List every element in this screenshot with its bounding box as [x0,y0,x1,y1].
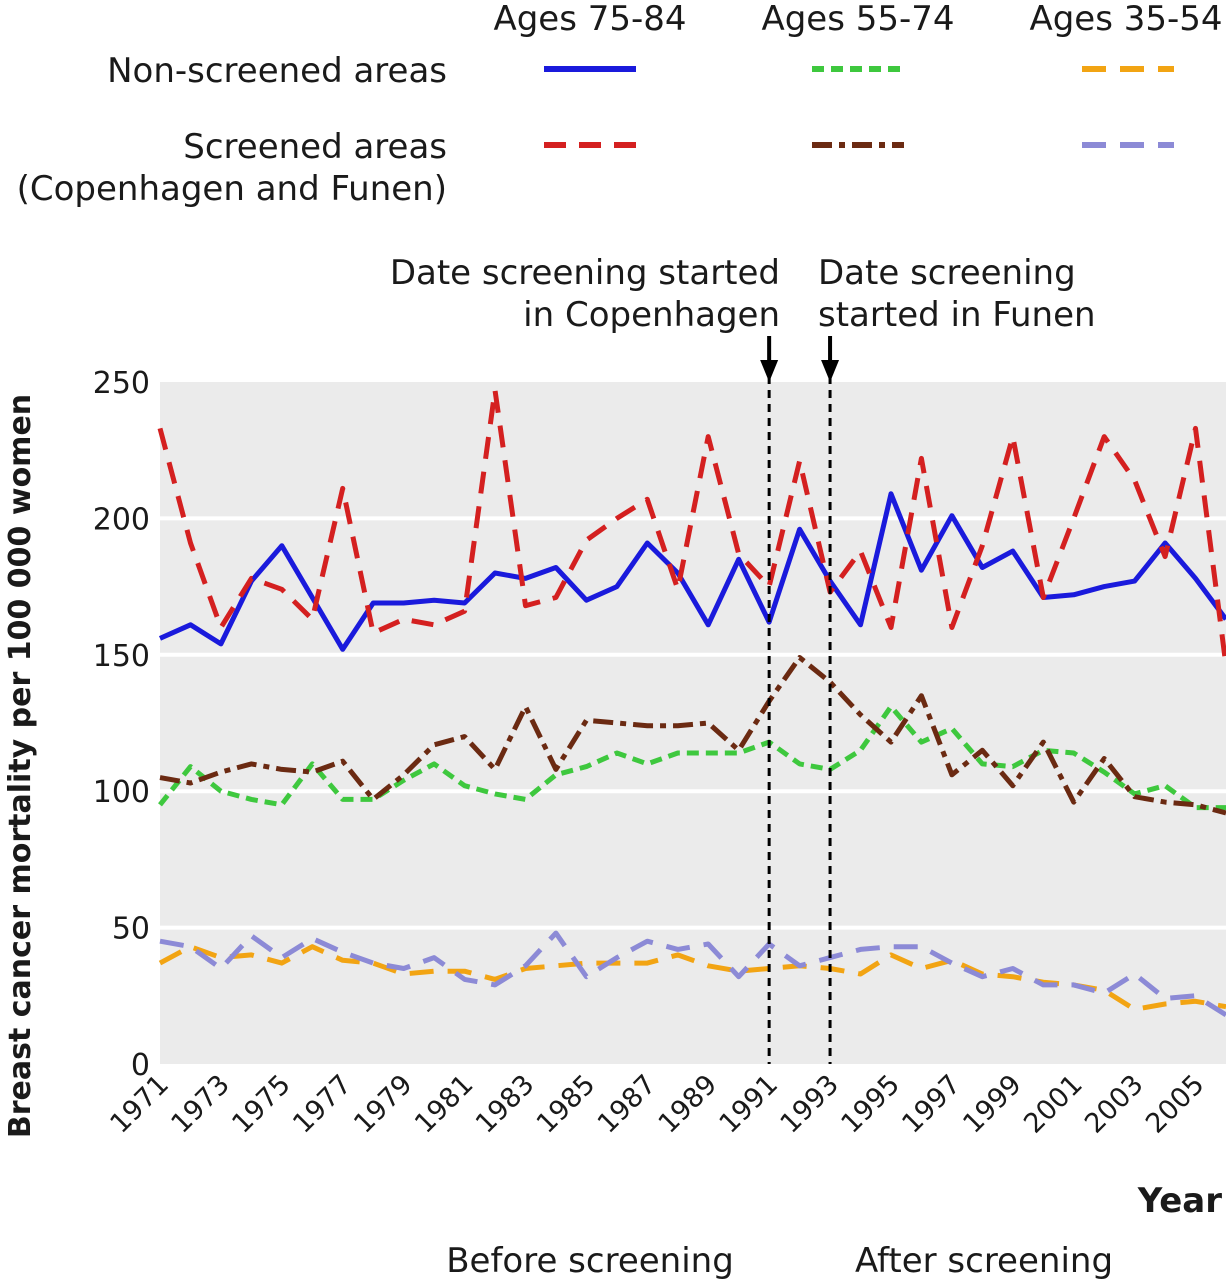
x-tick-label-1981: 1981 [409,1069,480,1140]
x-tick-label-1973: 1973 [165,1069,236,1140]
legend-col-header-75-84: Ages 75-84 [493,0,686,39]
after-screening-label: After screening [855,1241,1113,1280]
x-tick-label-1987: 1987 [592,1069,663,1140]
annotations: Date screening started in Copenhagen Dat… [390,253,1096,335]
plot-area [157,376,1226,1064]
plot-background [160,382,1226,1064]
legend-row-non-screened: Non-screened areas [107,51,447,91]
x-axis-label: Year [1137,1181,1223,1221]
legend-row-screened-sub: (Copenhagen and Funen) [17,169,447,209]
y-tick-label-250: 250 [93,366,150,401]
y-tick-label-100: 100 [93,775,150,810]
y-tick-label-150: 150 [93,639,150,674]
legend: Ages 75-84 Ages 55-74 Ages 35-54 Non-scr… [17,0,1223,209]
annotation-copenhagen-line2: in Copenhagen [523,295,780,335]
x-tick-label-1977: 1977 [287,1069,358,1140]
x-tick-label-1997: 1997 [896,1069,967,1140]
series-line-0 [158,491,1226,652]
y-tick-label-200: 200 [93,502,150,537]
x-tick-label-1983: 1983 [470,1069,541,1140]
x-tick-label-2005: 2005 [1140,1069,1211,1140]
gridlines [160,516,1226,930]
x-tick-label-1989: 1989 [653,1069,724,1140]
arrow-head-1991 [760,360,779,382]
series-lines [157,387,1226,1018]
x-tick-label-2003: 2003 [1079,1069,1150,1140]
x-tick-label-1985: 1985 [531,1069,602,1140]
annotation-funen-line1: Date screening [818,253,1076,293]
y-tick-label-50: 50 [112,912,150,947]
annotation-funen-line2: started in Funen [818,295,1096,335]
y-axis-ticks: 0 50 100 150 200 250 [93,366,150,1083]
legend-col-header-35-54: Ages 35-54 [1029,0,1222,39]
series-line-3 [159,655,1226,816]
x-tick-label-1993: 1993 [774,1069,845,1140]
x-tick-label-1999: 1999 [957,1069,1028,1140]
arrow-head-1993 [821,360,840,382]
x-tick-label-1979: 1979 [348,1069,419,1140]
series-line-5 [159,930,1226,1018]
legend-row-screened: Screened areas [183,127,447,167]
y-axis-label: Breast cancer mortality per 100 000 wome… [3,394,38,1138]
screening-markers [767,376,832,1064]
legend-col-header-55-74: Ages 55-74 [761,0,954,39]
annotation-copenhagen-line1: Date screening started [390,253,780,293]
x-tick-label-1995: 1995 [835,1069,906,1140]
y-tick-label-0: 0 [131,1048,150,1083]
x-axis-ticks: 1971197319751977197919811983198519871989… [104,1069,1210,1140]
x-tick-label-1991: 1991 [714,1069,785,1140]
x-tick-label-1975: 1975 [226,1069,297,1140]
x-tick-label-2001: 2001 [1018,1069,1089,1140]
before-screening-label: Before screening [446,1241,734,1280]
